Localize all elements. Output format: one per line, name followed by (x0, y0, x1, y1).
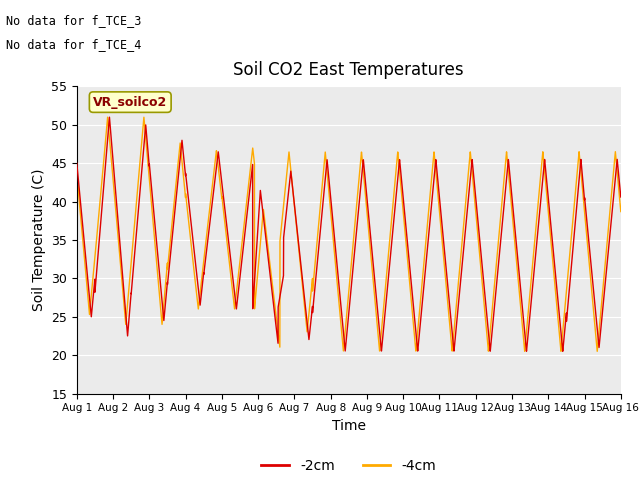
-4cm (486, 333, 493, 338)
Text: No data for f_TCE_4: No data for f_TCE_4 (6, 38, 142, 51)
Y-axis label: Soil Temperature (C): Soil Temperature (C) (31, 169, 45, 311)
-2cm (559, 348, 566, 354)
Text: VR_soilco2: VR_soilco2 (93, 96, 168, 108)
-4cm (258, 225, 266, 231)
-4cm (588, 283, 595, 288)
Title: Soil CO2 East Temperatures: Soil CO2 East Temperatures (234, 61, 464, 79)
-2cm (588, 264, 595, 270)
-2cm (106, 114, 113, 120)
-4cm (330, 249, 338, 255)
-4cm (73, 169, 81, 175)
-2cm (617, 194, 625, 200)
-4cm (593, 348, 601, 354)
Line: -2cm: -2cm (77, 117, 621, 351)
-2cm (594, 335, 602, 340)
Text: No data for f_TCE_3: No data for f_TCE_3 (6, 14, 142, 27)
-2cm (258, 199, 266, 205)
-4cm (594, 339, 602, 345)
X-axis label: Time: Time (332, 419, 366, 433)
-2cm (73, 160, 81, 166)
Line: -4cm: -4cm (77, 117, 621, 351)
-2cm (486, 344, 493, 350)
-4cm (470, 195, 478, 201)
Legend: -2cm, -4cm: -2cm, -4cm (256, 454, 442, 479)
-2cm (470, 182, 478, 188)
-4cm (104, 114, 111, 120)
-4cm (617, 209, 625, 215)
-2cm (330, 234, 338, 240)
